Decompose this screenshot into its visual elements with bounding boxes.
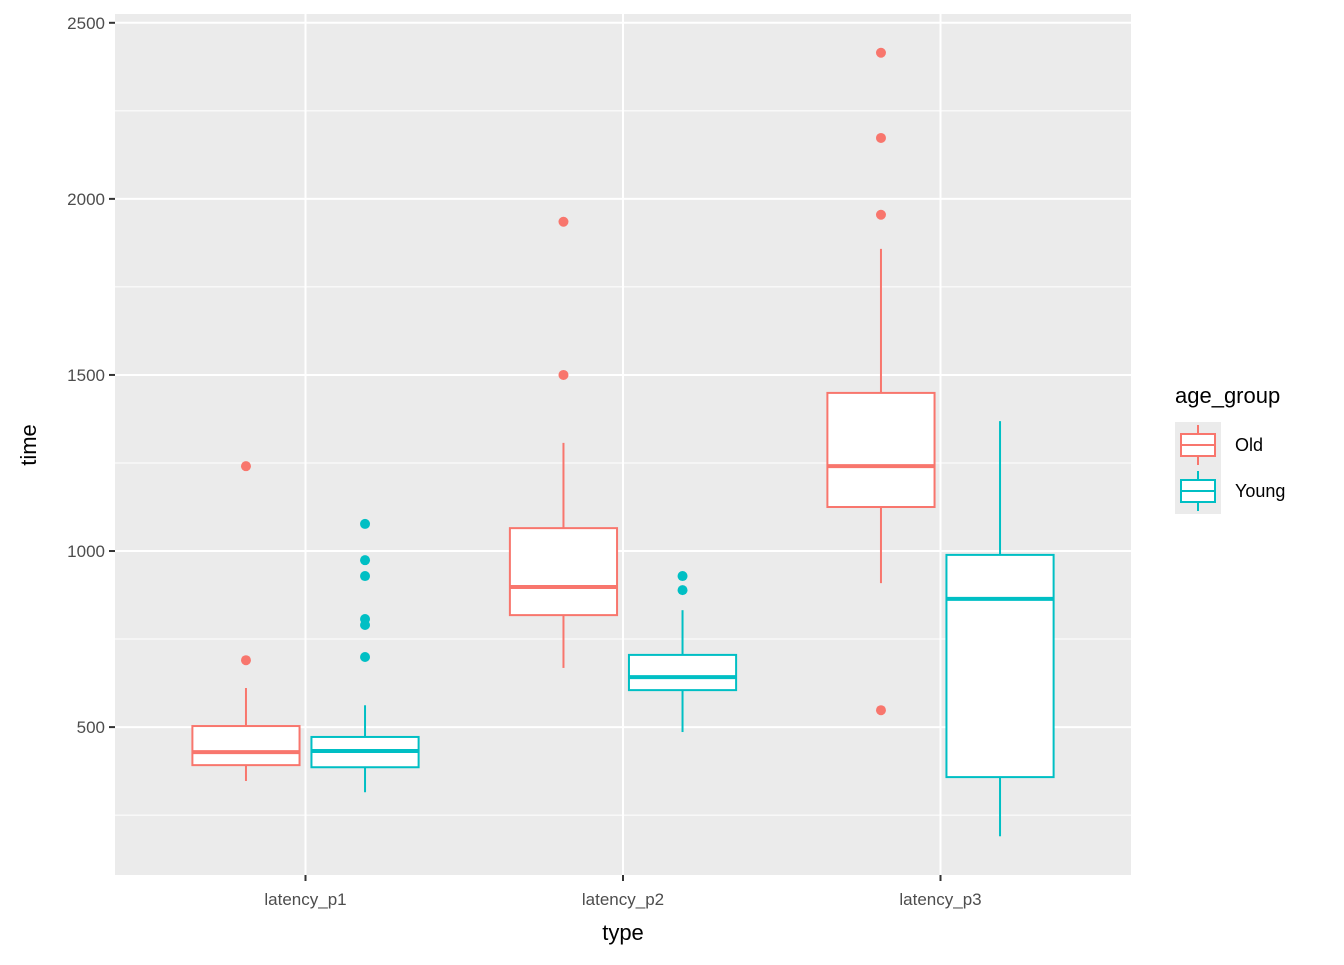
outlier-point [240,461,251,472]
outlier-point [360,555,371,566]
x-axis-title: type [602,920,644,945]
grid-lines [115,14,1131,875]
x-tick-label: latency_p2 [582,890,664,909]
y-tick-label: 1000 [67,542,105,561]
outlier-point [875,705,886,716]
y-tick-label: 2000 [67,190,105,209]
outlier-point [240,655,251,666]
y-tick-label: 1500 [67,366,105,385]
outlier-point [875,47,886,58]
legend-item-young: Young [1175,468,1285,514]
y-tick-label: 500 [77,718,105,737]
outlier-point [875,209,886,220]
y-axis-title: time [16,424,41,466]
box-iqr [826,391,936,509]
axes: 500 1000 1500 2000 2500 latency_p1 latency_p2 l… [67,14,981,909]
box-iqr [191,725,301,767]
box-old-latency_p2 [508,216,619,668]
box-iqr [945,553,1055,779]
box-young-latency_p1 [310,518,420,793]
legend-label: Old [1235,435,1263,455]
legend-item-old: Old [1175,422,1263,468]
outlier-point [558,369,569,380]
outlier-point [360,652,371,663]
outlier-point [360,613,371,624]
outlier-point [677,571,688,582]
x-tick-label: latency_p1 [264,890,346,909]
legend-title: age_group [1175,383,1280,408]
y-tick-label: 2500 [67,14,105,33]
outlier-point [875,132,886,143]
box-iqr [508,527,619,617]
box-young-latency_p3 [945,421,1055,837]
outlier-point [677,585,688,596]
box-young-latency_p2 [627,571,738,733]
box-iqr [627,653,738,692]
legend: age_group Old Young [1175,383,1285,514]
boxes [191,47,1055,837]
box-old-latency_p1 [191,461,301,781]
box-old-latency_p3 [826,47,936,716]
x-tick-label: latency_p3 [899,890,981,909]
legend-label: Young [1235,481,1285,501]
outlier-point [360,518,371,529]
outlier-point [558,216,569,227]
outlier-point [360,571,371,582]
